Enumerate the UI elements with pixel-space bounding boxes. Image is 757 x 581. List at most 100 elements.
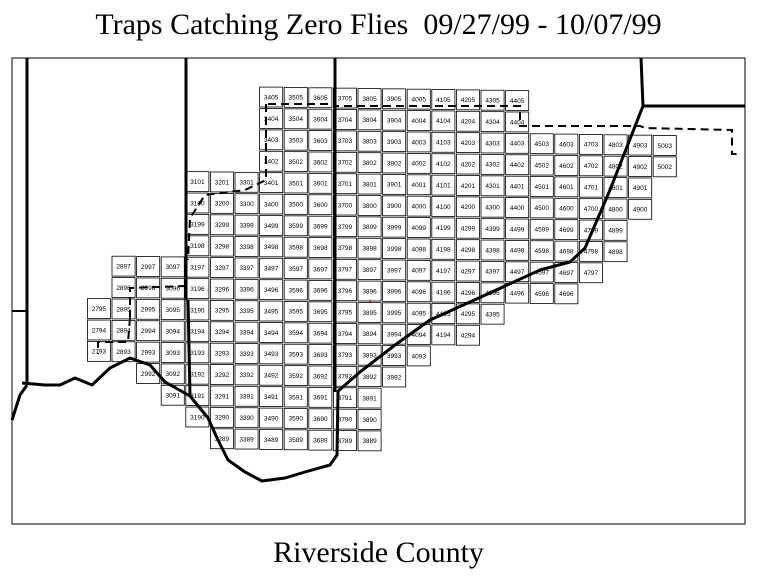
- trap-cell-label: 3301: [239, 180, 254, 187]
- trap-cell-label: 3605: [313, 95, 328, 102]
- trap-cell-label: 2894: [116, 328, 131, 335]
- trap-cell-label: 3900: [387, 203, 402, 210]
- trap-cell-box: [357, 259, 382, 281]
- trap-cell-label: 4701: [584, 185, 599, 192]
- trap-cell-3094: 3094: [160, 320, 185, 342]
- trap-cell-box: [209, 214, 234, 236]
- trap-cell-3200: 3200: [209, 192, 234, 214]
- trap-cell-4603: 4603: [554, 133, 579, 155]
- trap-cell-4797: 4797: [579, 262, 603, 284]
- trap-cell-box: [111, 255, 136, 277]
- trap-cell-3892: 3892: [357, 366, 382, 388]
- trap-cell-label: 5003: [658, 143, 673, 150]
- trap-cell-label: 4396: [485, 290, 500, 297]
- trap-cell-label: 4302: [485, 162, 500, 169]
- trap-cell-label: 4498: [510, 248, 525, 255]
- trap-cell-label: 4596: [535, 291, 550, 298]
- trap-cell-3393: 3393: [234, 343, 259, 364]
- trap-cell-box: [308, 429, 333, 451]
- trap-cell-4405: 4405: [505, 90, 530, 111]
- trap-cell-3093: 3093: [160, 342, 185, 363]
- trap-cell-label: 4200: [461, 204, 476, 211]
- boundary-right-diagonal: [336, 105, 645, 394]
- trap-cell-label: 4697: [559, 270, 574, 277]
- trap-cell-3495: 3495: [259, 300, 284, 322]
- trap-cell-4003: 4003: [406, 131, 431, 153]
- trap-cell-box: [406, 195, 431, 217]
- trap-cell-4294: 4294: [455, 324, 480, 346]
- trap-cell-3489: 3489: [259, 429, 284, 450]
- trap-cell-box: [259, 407, 284, 429]
- trap-cell-3394: 3394: [234, 321, 259, 343]
- trap-cell-box: [308, 172, 333, 194]
- trap-cell-box: [357, 237, 382, 259]
- trap-cell-5002: 5002: [652, 156, 677, 178]
- trap-cell-4395: 4395: [480, 303, 505, 325]
- trap-cell-3704: 3704: [332, 109, 357, 130]
- trap-cell-3700: 3700: [332, 194, 357, 216]
- trap-cell-4696: 4696: [554, 283, 579, 305]
- trap-cell-label: 4301: [485, 183, 500, 190]
- trap-cell-label: 4000: [412, 203, 427, 210]
- trap-cell-3597: 3597: [283, 258, 308, 279]
- trap-cell-label: 3995: [387, 310, 402, 317]
- trap-cell-label: 4499: [510, 226, 525, 233]
- trap-cell-box: [431, 89, 456, 110]
- trap-cell-box: [382, 174, 407, 195]
- trap-cell-label: 3999: [387, 225, 402, 232]
- trap-cell-3297: 3297: [209, 257, 234, 278]
- trap-cell-label: 3402: [264, 159, 279, 166]
- trap-cell-box: [209, 342, 234, 364]
- trap-cell-3589: 3589: [283, 429, 308, 451]
- trap-cell-box: [234, 300, 259, 322]
- trap-cell-3799: 3799: [332, 216, 357, 237]
- trap-cell-label: 4903: [633, 142, 648, 149]
- trap-cell-3702: 3702: [332, 151, 357, 173]
- trap-cell-2997: 2997: [136, 256, 161, 277]
- trap-cell-2896: 2896: [111, 277, 136, 298]
- trap-cell-box: [579, 219, 603, 241]
- trap-cell-box: [259, 300, 284, 322]
- trap-cell-box: [505, 132, 530, 154]
- trap-cell-box: [579, 176, 603, 198]
- trap-cell-3295: 3295: [209, 299, 234, 321]
- trap-cell-label: 3992: [387, 374, 402, 381]
- trap-cell-3999: 3999: [382, 216, 407, 238]
- trap-cell-box: [431, 110, 456, 132]
- trap-cell-3602: 3602: [308, 151, 333, 173]
- trap-cell-3595: 3595: [283, 301, 308, 322]
- trap-cell-box: [357, 152, 382, 173]
- trap-cell-4203: 4203: [455, 132, 480, 153]
- trap-cell-label: 3601: [313, 181, 328, 188]
- trap-cell-box: [332, 408, 357, 430]
- trap-cell-3997: 3997: [382, 259, 407, 281]
- trap-cell-box: [431, 153, 456, 175]
- trap-cell-label: 3593: [289, 352, 304, 359]
- trap-cell-label: 2893: [116, 349, 131, 356]
- trap-cell-box: [480, 111, 505, 132]
- trap-cell-label: 4095: [412, 310, 427, 317]
- trap-cell-label: 4002: [412, 161, 427, 168]
- trap-cell-label: 3493: [264, 351, 279, 358]
- trap-cell-box: [283, 87, 308, 108]
- trap-cell-label: 3404: [264, 116, 279, 123]
- trap-cell-box: [136, 298, 161, 320]
- trap-cell-label: 2895: [116, 306, 131, 313]
- trap-cell-box: [259, 322, 284, 343]
- trap-cell-box: [431, 196, 456, 217]
- trap-cell-4005: 4005: [406, 88, 431, 110]
- trap-cell-3703: 3703: [332, 130, 357, 152]
- trap-cell-box: [357, 366, 382, 388]
- trap-cell-label: 4199: [436, 225, 451, 232]
- trap-cell-label: 3791: [338, 395, 353, 402]
- trap-cell-label: 3800: [362, 203, 377, 210]
- trap-cell-label: 3993: [387, 353, 402, 360]
- trap-cell-box: [554, 219, 579, 240]
- trap-cell-label: 3690: [313, 416, 328, 423]
- trap-cell-4404: 4404: [505, 111, 530, 133]
- trap-cell-box: [259, 86, 284, 108]
- trap-cell-box: [259, 279, 284, 301]
- trap-cell-3797: 3797: [332, 258, 357, 280]
- trap-cell-label: 4600: [559, 206, 574, 213]
- trap-cell-box: [160, 342, 185, 363]
